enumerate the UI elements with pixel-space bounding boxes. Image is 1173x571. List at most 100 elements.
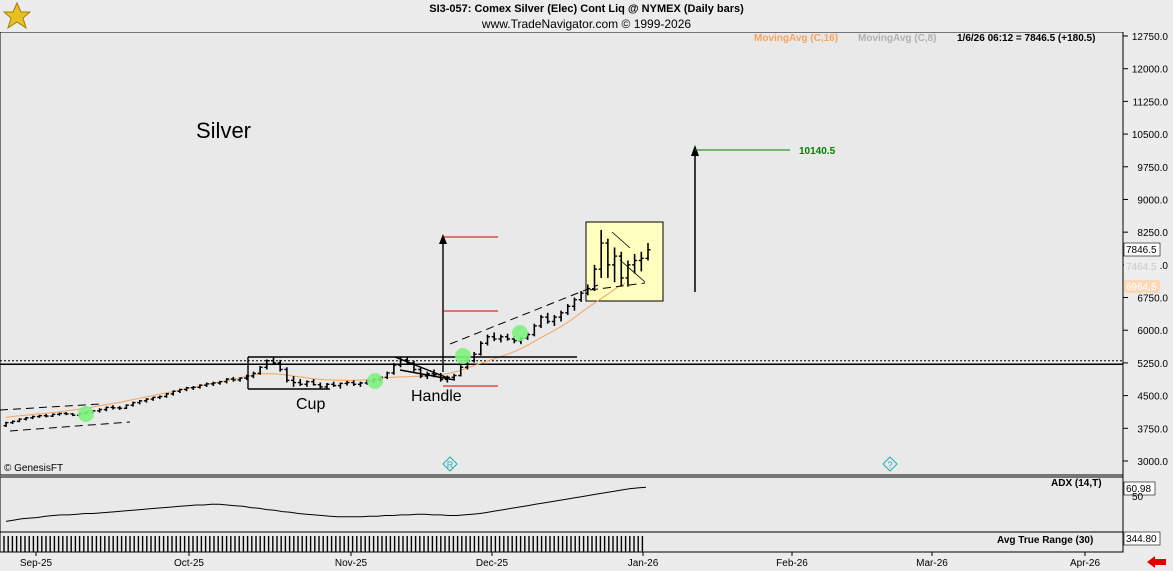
price-bar	[57, 412, 62, 416]
atr-value: 344.80	[1126, 534, 1157, 545]
price-bar	[197, 384, 203, 389]
price-bar	[43, 413, 49, 418]
silver-label: Silver	[196, 118, 251, 143]
svg-text:R: R	[447, 460, 454, 470]
y-tick-label: 3750.0	[1137, 424, 1168, 435]
svg-text:6964.5: 6964.5	[1126, 282, 1157, 293]
scroll-left-arrow-icon[interactable]	[1147, 556, 1166, 568]
copyright-text: © GenesisFT	[4, 463, 63, 474]
y-axis-ticks: 12750.0 12000.0 11250.0 10500.0 9750.0 9000.0…	[1123, 32, 1168, 468]
price-bar	[592, 264, 597, 291]
price-bar	[498, 334, 504, 343]
price-bar	[645, 243, 651, 261]
y-tick-label: 12750.0	[1132, 32, 1169, 43]
price-bar	[23, 416, 29, 421]
price-bar	[304, 380, 310, 387]
price-bar	[230, 376, 236, 382]
price-bar	[565, 304, 571, 315]
price-bar	[97, 408, 103, 413]
price-bar	[36, 414, 42, 418]
price-bar	[250, 371, 256, 379]
y-tick-label: 5250.0	[1137, 359, 1168, 370]
price-bar	[571, 297, 577, 311]
price-bar	[344, 380, 350, 386]
price-bar	[505, 333, 511, 341]
price-bar	[204, 382, 210, 387]
price-bar	[70, 413, 76, 417]
price-bar	[638, 251, 644, 272]
x-tick-label: Mar-26	[916, 558, 948, 569]
price-bar	[311, 379, 317, 386]
price-bar	[16, 418, 22, 423]
price-bar	[551, 314, 557, 326]
price-bar	[190, 386, 196, 390]
ma16-line	[5, 282, 626, 418]
price-bar	[531, 323, 537, 337]
last-price-tag: 7846.5	[1123, 242, 1161, 257]
y-tick-label: 11250.0	[1133, 97, 1169, 108]
price-bar	[123, 404, 129, 410]
price-bar	[331, 381, 337, 387]
price-bar	[558, 310, 564, 322]
chart-title: SI3-057: Comex Silver (Elec) Cont Liq @ …	[429, 3, 744, 15]
x-tick-label: Sep-25	[20, 558, 53, 569]
chart-subtitle: www.TradeNavigator.com © 1999-2026	[481, 17, 692, 31]
adx-line	[5, 486, 647, 522]
measured-move-left	[439, 234, 498, 387]
price-bar	[224, 378, 230, 384]
price-bars	[3, 229, 651, 427]
price-bar	[632, 253, 638, 274]
price-bar	[143, 398, 149, 403]
price-bar	[63, 412, 69, 416]
y-tick-label: 9750.0	[1137, 163, 1168, 174]
x-tick-label: Oct-25	[174, 558, 204, 569]
price-bar	[618, 251, 624, 287]
event-marker-r[interactable]: R	[442, 456, 458, 472]
price-bar	[625, 260, 631, 287]
price-bar	[257, 365, 263, 375]
price-bar	[164, 393, 169, 398]
event-marker-question[interactable]: ?	[882, 456, 898, 472]
price-bar	[271, 357, 276, 366]
trend-channel	[0, 282, 646, 432]
price-bar	[284, 367, 290, 383]
ma8-price-tag: 7464.5	[1124, 260, 1160, 273]
price-bar	[458, 365, 464, 377]
cup-handle-lines	[247, 356, 577, 390]
flag-lines	[611, 231, 646, 283]
x-tick-label: Nov-25	[335, 558, 368, 569]
price-bar	[50, 413, 56, 417]
price-pane	[0, 31, 1124, 476]
price-bar	[391, 362, 397, 375]
y-tick-label: 10500.0	[1132, 130, 1169, 141]
x-tick-label: Apr-26	[1070, 558, 1100, 569]
y-tick-label: 3000.0	[1137, 457, 1168, 468]
price-bar	[612, 247, 618, 283]
price-bar	[170, 390, 176, 396]
price-bar	[605, 238, 611, 278]
target-label: 10140.5	[799, 146, 836, 157]
price-bar	[177, 388, 183, 393]
price-bar	[485, 334, 490, 346]
adx-label: ADX (14,T)	[1051, 478, 1102, 489]
price-bar	[137, 399, 143, 405]
y-tick-label: 8250.0	[1137, 228, 1168, 239]
svg-text:7464.5: 7464.5	[1126, 262, 1157, 273]
price-bar	[157, 395, 163, 400]
ma16-price-tag: 6964.5	[1124, 280, 1160, 293]
y-tick-label: 4500.0	[1137, 392, 1168, 403]
x-tick-label: Dec-25	[476, 558, 509, 569]
x-tick-label: Feb-26	[776, 558, 808, 569]
price-bar	[264, 359, 270, 370]
flag-highlight-box	[585, 221, 664, 302]
price-bar	[117, 406, 123, 410]
price-bar	[217, 380, 223, 385]
price-bar	[10, 420, 16, 424]
price-bar	[30, 415, 36, 420]
measured-move-target	[691, 145, 790, 292]
signal-dots	[78, 325, 528, 422]
moving-average-16	[5, 282, 626, 418]
last-price-readout: 1/6/26 06:12 = 7846.5 (+180.5)	[957, 33, 1095, 44]
price-bar	[184, 386, 190, 392]
